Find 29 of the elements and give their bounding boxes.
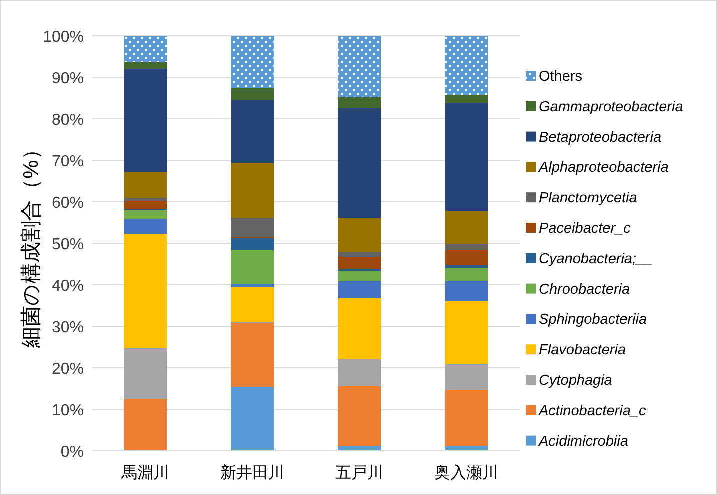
legend-label: Gammaproteobacteria: [539, 99, 684, 116]
legend-label: Others: [539, 69, 583, 85]
y-tick-label: 50%: [52, 236, 84, 254]
y-tick-label: 70%: [52, 154, 84, 170]
y-tick-label: 100%: [43, 29, 84, 46]
y-tick-label: 80%: [52, 112, 84, 129]
x-tick-label: 五戸川: [336, 464, 384, 482]
y-axis-title: 細菌の構成割合（%）: [20, 139, 43, 349]
y-tick-label: 20%: [52, 361, 84, 378]
legend-label: Sphingobacteriia: [539, 312, 648, 328]
x-tick-label: 新井田川: [220, 464, 284, 482]
y-tick-label: 0%: [60, 444, 84, 461]
legend-label: Cyanobacteria;__: [539, 251, 653, 268]
y-tick-label: 30%: [52, 320, 84, 336]
x-tick-label: 奥入瀬川: [434, 464, 498, 482]
legend-label: Acidimicrobiia: [538, 434, 628, 450]
y-tick-label: 60%: [52, 195, 84, 212]
y-tick-label: 10%: [52, 402, 84, 420]
y-tick-label: 90%: [52, 70, 84, 88]
y-tick-label: 40%: [52, 278, 84, 295]
legend-label: Planctomycetia: [539, 190, 638, 207]
legend-label: Cytophagia: [539, 373, 612, 389]
legend-label: Chroobacteria: [539, 282, 630, 298]
legend-label: Flavobacteria: [539, 342, 626, 359]
legend-label: Actinobacteria_c: [538, 403, 647, 420]
legend-label: Alphaproteobacteria: [538, 160, 669, 176]
legend-label: Paceibacter_c: [539, 221, 632, 237]
x-tick-label: 馬淵川: [120, 464, 170, 482]
legend-label: Betaproteobacteria: [539, 130, 662, 146]
